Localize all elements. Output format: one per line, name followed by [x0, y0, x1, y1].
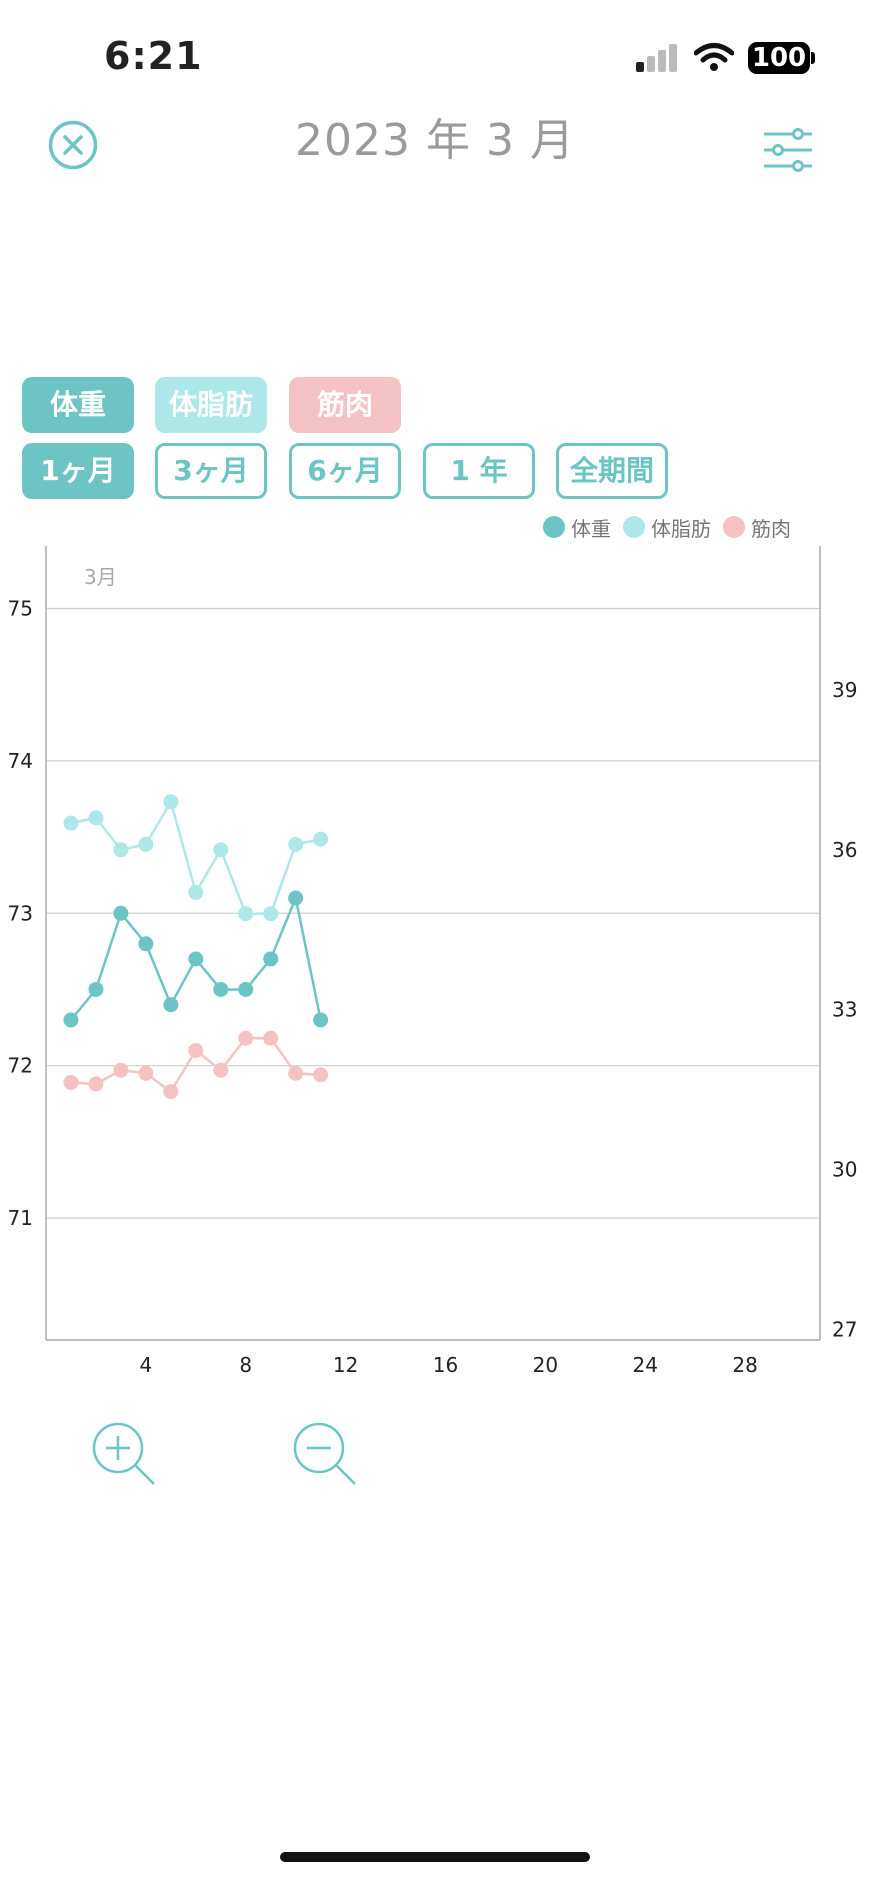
page-title: 2023 年 3 月 — [295, 115, 575, 166]
x-tick-label: 24 — [632, 1353, 657, 1377]
zoom-in-icon[interactable] — [90, 1420, 160, 1490]
y-right-tick-label: 39 — [832, 678, 857, 702]
data-point[interactable] — [163, 1084, 179, 1100]
legend-item-weight: 体重 — [543, 513, 611, 542]
data-point[interactable] — [313, 831, 329, 847]
data-point[interactable] — [113, 1062, 129, 1078]
data-point[interactable] — [288, 836, 304, 852]
data-point[interactable] — [163, 794, 179, 810]
data-point[interactable] — [188, 1042, 204, 1058]
data-point[interactable] — [113, 905, 129, 921]
line-chart[interactable]: 3月 75 74 73 72 71 39 36 33 30 27 4 8 12 16 20 24 28 — [0, 540, 870, 1380]
battery-indicator: 100 — [748, 42, 810, 74]
x-tick-label: 20 — [533, 1353, 558, 1377]
data-point[interactable] — [63, 1074, 79, 1090]
tab-weight[interactable]: 体重 — [22, 377, 134, 433]
data-point[interactable] — [88, 810, 104, 826]
data-point[interactable] — [188, 951, 204, 967]
legend-dot-weight — [543, 516, 565, 538]
tab-period-6-months[interactable]: 6ヶ月 — [289, 443, 401, 499]
y-left-tick-label: 71 — [8, 1206, 33, 1230]
x-tick-label: 28 — [732, 1353, 757, 1377]
chart-legend: 体重 体脂肪 筋肉 — [543, 512, 803, 542]
data-point[interactable] — [288, 1065, 304, 1081]
legend-dot-body-fat — [623, 516, 645, 538]
data-point[interactable] — [238, 1030, 254, 1046]
legend-label-weight: 体重 — [571, 516, 611, 541]
data-point[interactable] — [88, 981, 104, 997]
tab-period-all[interactable]: 全期間 — [556, 443, 668, 499]
legend-dot-muscle — [723, 516, 745, 538]
x-tick-label: 12 — [333, 1353, 358, 1377]
close-icon[interactable] — [47, 119, 99, 171]
data-point[interactable] — [188, 884, 204, 900]
data-point[interactable] — [263, 906, 279, 922]
data-point[interactable] — [313, 1012, 329, 1028]
battery-tip — [811, 52, 815, 64]
legend-item-muscle: 筋肉 — [723, 513, 791, 542]
legend-label-muscle: 筋肉 — [751, 516, 791, 541]
data-point[interactable] — [138, 836, 154, 852]
x-tick-label: 16 — [433, 1353, 458, 1377]
data-point[interactable] — [313, 1067, 329, 1083]
y-left-tick-label: 74 — [8, 749, 33, 773]
data-point[interactable] — [113, 842, 129, 858]
data-point[interactable] — [263, 951, 279, 967]
tab-period-1-month[interactable]: 1ヶ月 — [22, 443, 134, 499]
home-indicator[interactable] — [280, 1852, 590, 1862]
x-tick-label: 8 — [239, 1353, 252, 1377]
data-point[interactable] — [213, 981, 229, 997]
y-left-tick-label: 73 — [8, 901, 33, 925]
data-point[interactable] — [138, 936, 154, 952]
tab-period-1-year[interactable]: 1 年 — [423, 443, 535, 499]
status-time: 6:21 — [104, 34, 203, 78]
sliders-icon[interactable] — [762, 128, 814, 172]
data-point[interactable] — [163, 997, 179, 1013]
x-tick-label: 4 — [140, 1353, 153, 1377]
tab-muscle[interactable]: 筋肉 — [289, 377, 401, 433]
legend-item-body-fat: 体脂肪 — [623, 513, 711, 542]
zoom-out-icon[interactable] — [291, 1420, 361, 1490]
y-right-tick-label: 33 — [832, 998, 857, 1022]
legend-label-body-fat: 体脂肪 — [651, 516, 711, 541]
data-point[interactable] — [63, 1012, 79, 1028]
data-point[interactable] — [213, 842, 229, 858]
data-point[interactable] — [213, 1062, 229, 1078]
y-right-tick-label: 30 — [832, 1157, 857, 1181]
wifi-icon — [694, 43, 734, 71]
tab-body-fat[interactable]: 体脂肪 — [155, 377, 267, 433]
data-point[interactable] — [238, 981, 254, 997]
tab-period-3-months[interactable]: 3ヶ月 — [155, 443, 267, 499]
y-right-tick-label: 36 — [832, 838, 857, 862]
data-point[interactable] — [88, 1076, 104, 1092]
y-left-tick-label: 75 — [8, 596, 33, 620]
chart-month-label: 3月 — [84, 565, 117, 589]
data-point[interactable] — [263, 1030, 279, 1046]
cellular-signal-icon — [636, 42, 678, 72]
data-point[interactable] — [238, 906, 254, 922]
y-left-tick-label: 72 — [8, 1054, 33, 1078]
data-point[interactable] — [288, 890, 304, 906]
y-right-tick-label: 27 — [832, 1317, 857, 1341]
data-point[interactable] — [138, 1065, 154, 1081]
data-point[interactable] — [63, 815, 79, 831]
